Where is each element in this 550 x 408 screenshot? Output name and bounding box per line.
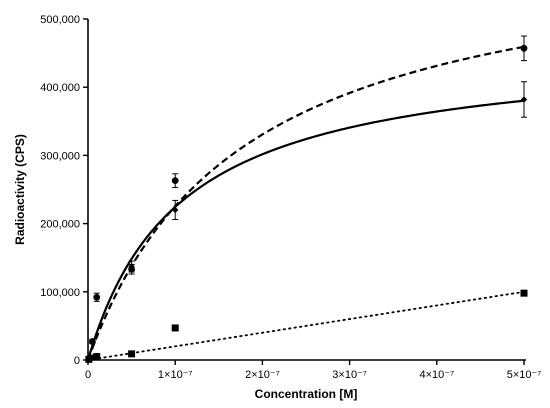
series-1-fit-line xyxy=(86,45,525,361)
x-tick-label: 3×10⁻⁷ xyxy=(332,369,367,381)
data-point-square xyxy=(93,353,101,361)
series-2 xyxy=(85,81,528,363)
series-1 xyxy=(85,35,528,363)
data-point-diamond xyxy=(172,206,179,214)
y-axis-label: Radioactivity (CPS) xyxy=(13,134,27,245)
data-point-diamond xyxy=(520,96,528,103)
y-tick-label: 0 xyxy=(74,355,80,367)
x-axis-label: Concentration [M] xyxy=(255,387,358,401)
y-tick-label: 500,000 xyxy=(40,14,80,26)
axes xyxy=(87,19,526,361)
data-point-circle xyxy=(93,293,101,301)
y-tick-label: 100,000 xyxy=(40,287,80,299)
series-3 xyxy=(85,289,528,363)
series-2-fit-line xyxy=(86,99,525,361)
plot-area xyxy=(85,35,528,363)
x-tick-label: 4×10⁻⁷ xyxy=(420,369,455,381)
x-axis-ticks: 0 1×10⁻⁷ 2×10⁻⁷ 3×10⁻⁷ 4×10⁻⁷ 5×10⁻⁷ xyxy=(85,360,541,381)
data-point-diamond xyxy=(128,263,135,270)
y-tick-label: 200,000 xyxy=(40,219,80,231)
x-tick-label: 0 xyxy=(85,369,91,381)
data-point-circle xyxy=(520,44,528,52)
data-point-circle xyxy=(171,177,179,185)
x-tick-label: 1×10⁻⁷ xyxy=(158,369,193,381)
data-point-square xyxy=(128,350,136,358)
y-tick-label: 400,000 xyxy=(40,82,80,94)
y-tick-label: 300,000 xyxy=(40,150,80,162)
x-tick-label: 5×10⁻⁷ xyxy=(507,369,542,381)
y-axis-ticks: 0 100,000 200,000 300,000 400,000 500,000 xyxy=(40,14,88,367)
data-point-square xyxy=(171,324,179,332)
data-point-square xyxy=(520,289,528,297)
x-tick-label: 2×10⁻⁷ xyxy=(245,369,280,381)
series-3-fit-line xyxy=(87,290,525,361)
